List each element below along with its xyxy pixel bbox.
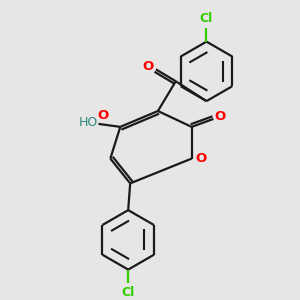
Text: O: O bbox=[215, 110, 226, 124]
Text: Cl: Cl bbox=[200, 12, 213, 25]
Text: Cl: Cl bbox=[122, 286, 135, 299]
Text: O: O bbox=[98, 110, 109, 122]
Text: O: O bbox=[142, 60, 154, 73]
Text: HO: HO bbox=[79, 116, 98, 129]
Text: O: O bbox=[195, 152, 206, 165]
